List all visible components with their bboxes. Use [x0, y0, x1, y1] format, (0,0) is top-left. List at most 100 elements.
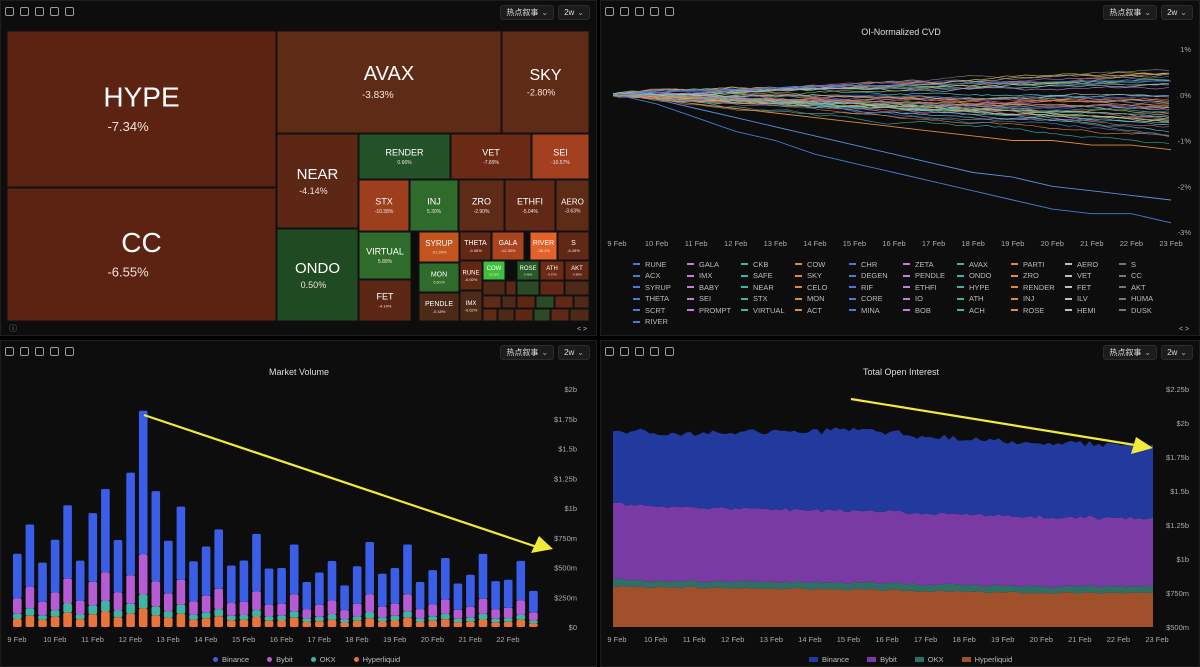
legend-item-prompt[interactable]: PROMPT [687, 305, 741, 316]
legend-bybit[interactable]: Bybit [267, 655, 293, 664]
legend-item-baby[interactable]: BABY [687, 282, 741, 293]
camera-icon[interactable] [20, 7, 29, 16]
heatmap-tile-near[interactable]: NEAR -4.14% [276, 133, 359, 229]
legend-item-vet[interactable]: VET [1065, 271, 1119, 282]
legend-item-bob[interactable]: BOB [903, 305, 957, 316]
legend-item-core[interactable]: CORE [849, 294, 903, 305]
legend-binance[interactable]: Binance [213, 655, 249, 664]
heatmap-tile-inj[interactable]: INJ 5.30% [409, 179, 459, 232]
camera-icon[interactable] [620, 7, 629, 16]
heatmap-tile-virtual[interactable]: VIRTUAL 5.89% [358, 231, 412, 280]
heatmap-tile-zro[interactable]: ZRO -2.90% [458, 179, 505, 232]
refresh-icon[interactable] [605, 7, 614, 16]
legend-item-zeta[interactable]: ZETA [903, 259, 957, 270]
legend-item-render[interactable]: RENDER [1011, 282, 1065, 293]
legend-item-imx[interactable]: IMX [687, 271, 741, 282]
heatmap-tile-akt[interactable]: AKT-5.89% [564, 260, 590, 281]
legend-item-virtual[interactable]: VIRTUAL [741, 305, 795, 316]
heatmap-tile-hype[interactable]: HYPE -7.34% [6, 30, 277, 188]
clipboard-icon[interactable] [635, 7, 644, 16]
legend-item-ach[interactable]: ACH [957, 305, 1011, 316]
legend-item-akt[interactable]: AKT [1119, 282, 1173, 293]
legend-item-parti[interactable]: PARTI [1011, 259, 1065, 270]
legend-item-aero[interactable]: AERO [1065, 259, 1119, 270]
refresh-icon[interactable] [5, 7, 14, 16]
legend-item-mina[interactable]: MINA [849, 305, 903, 316]
legend-okx[interactable]: OKX [310, 655, 336, 664]
legend-item-zro[interactable]: ZRO [1011, 271, 1065, 282]
camera-icon[interactable] [20, 347, 29, 356]
clipboard-icon[interactable] [35, 7, 44, 16]
heatmap-tile-pendle[interactable]: PENDLE-0.18% [418, 292, 460, 322]
legend-item-io[interactable]: IO [903, 294, 957, 305]
document-icon[interactable] [50, 7, 59, 16]
cvd-nav[interactable]: < > [1179, 326, 1190, 333]
heatmap-tile-fet[interactable]: FET-4.14% [358, 279, 412, 322]
legend-item-rune[interactable]: RUNE [633, 259, 687, 270]
narrative-dropdown[interactable]: 热点叙事 ⌄ [500, 5, 555, 20]
expand-icon[interactable] [65, 347, 74, 356]
legend-item-chr[interactable]: CHR [849, 259, 903, 270]
heatmap-tile-aero[interactable]: AERO-3.63% [555, 179, 590, 232]
heatmap-nav[interactable]: < > [577, 326, 588, 333]
legend-item-acx[interactable]: ACX [633, 271, 687, 282]
legend-hyperliquid[interactable]: Hyperliquid [353, 655, 400, 664]
legend-item-scrt[interactable]: SCRT [633, 305, 687, 316]
legend-item-stx[interactable]: STX [741, 294, 795, 305]
legend-item-theta[interactable]: THETA [633, 294, 687, 305]
legend-item-syrup[interactable]: SYRUP [633, 282, 687, 293]
legend-item-sei[interactable]: SEI [687, 294, 741, 305]
range-dropdown[interactable]: 2w ⌄ [558, 5, 590, 20]
legend-item-safe[interactable]: SAFE [741, 271, 795, 282]
heatmap-tile-stx[interactable]: STX -10.38% [358, 179, 410, 232]
expand-icon[interactable] [665, 347, 674, 356]
heatmap-tile-syrup[interactable]: SYRUP-21.24% [418, 231, 460, 263]
legend-item-huma[interactable]: HUMA [1119, 294, 1173, 305]
legend-item-ilv[interactable]: ILV [1065, 294, 1119, 305]
narrative-dropdown[interactable]: 热点叙事 ⌄ [1103, 345, 1158, 360]
heatmap-tile-ath[interactable]: ATH-9.97% [539, 260, 565, 281]
heatmap-tile-imx[interactable]: IMX-0.62% [459, 290, 483, 322]
legend-item-gala[interactable]: GALA [687, 259, 741, 270]
legend-hyperliquid[interactable]: Hyperliquid [961, 655, 1012, 664]
legend-item-inj[interactable]: INJ [1011, 294, 1065, 305]
refresh-icon[interactable] [605, 347, 614, 356]
legend-item-ath[interactable]: ATH [957, 294, 1011, 305]
legend-item-pendle[interactable]: PENDLE [903, 271, 957, 282]
legend-item-ckb[interactable]: CKB [741, 259, 795, 270]
heatmap-tile-vet[interactable]: VET -7.89% [450, 133, 532, 180]
heatmap-tile-rune[interactable]: RUNE-6.92% [459, 260, 483, 291]
heatmap-tile-ondo[interactable]: ONDO 0.50% [276, 228, 359, 322]
legend-item-hype[interactable]: HYPE [957, 282, 1011, 293]
legend-item-cc[interactable]: CC [1119, 271, 1173, 282]
legend-item-mon[interactable]: MON [795, 294, 849, 305]
camera-icon[interactable] [620, 347, 629, 356]
legend-item-near[interactable]: NEAR [741, 282, 795, 293]
heatmap-tile-sky[interactable]: SKY -2.80% [501, 30, 590, 134]
legend-item-rose[interactable]: ROSE [1011, 305, 1065, 316]
refresh-icon[interactable] [5, 347, 14, 356]
document-icon[interactable] [50, 347, 59, 356]
heatmap-tile-render[interactable]: RENDER 0.66% [358, 133, 451, 180]
range-dropdown[interactable]: 2w ⌄ [558, 345, 590, 360]
narrative-dropdown[interactable]: 热点叙事 ⌄ [500, 345, 555, 360]
legend-item-act[interactable]: ACT [795, 305, 849, 316]
legend-item-ondo[interactable]: ONDO [957, 271, 1011, 282]
legend-item-ethfi[interactable]: ETHFI [903, 282, 957, 293]
heatmap-tile-theta[interactable]: THETA-5.56% [459, 231, 492, 261]
legend-item-river[interactable]: RIVER [633, 317, 687, 328]
document-icon[interactable] [650, 7, 659, 16]
heatmap-tile-river[interactable]: RIVER-38.1% [529, 231, 558, 261]
heatmap-tile-gala[interactable]: GALA-12.35% [491, 231, 525, 261]
heatmap-tile-s[interactable]: S-6.28% [557, 231, 590, 261]
legend-binance[interactable]: Binance [809, 655, 849, 664]
legend-item-dusk[interactable]: DUSK [1119, 305, 1173, 316]
legend-item-s[interactable]: S [1119, 259, 1173, 270]
legend-item-avax[interactable]: AVAX [957, 259, 1011, 270]
expand-icon[interactable] [665, 7, 674, 16]
expand-icon[interactable] [65, 7, 74, 16]
heatmap-tile-ethfi[interactable]: ETHFI -5.04% [504, 179, 556, 232]
